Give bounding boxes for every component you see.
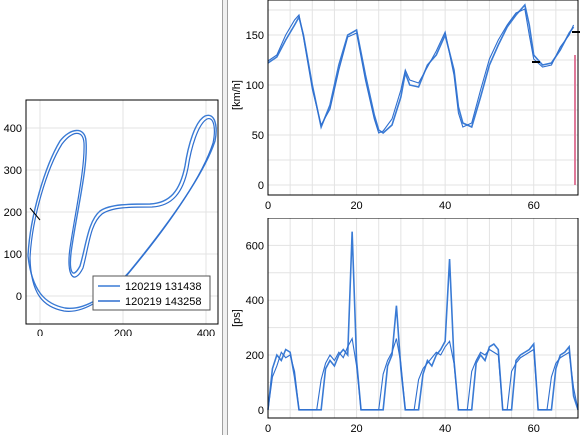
track-x-tick: 400 — [197, 328, 215, 336]
track-grid — [26, 100, 218, 324]
power-x-tick: 20 — [350, 423, 362, 435]
track-x-tick: 200 — [114, 328, 132, 336]
speed-x-tick: 40 — [439, 200, 451, 212]
track-map-panel: 400 300 200 100 0 0 200 400 120219 13143… — [0, 96, 222, 340]
panel-splitter[interactable] — [222, 0, 228, 435]
power-chart-panel: 600 400 200 0 0 20 40 60 [ps] — [228, 217, 580, 435]
power-y-tick: 0 — [258, 405, 264, 417]
power-series-group — [267, 231, 579, 411]
track-y-tick: 400 — [4, 123, 22, 135]
track-cursor — [29, 207, 41, 221]
power-series-1 — [267, 231, 579, 411]
track-y-tick: 0 — [16, 291, 22, 303]
power-grid — [267, 217, 579, 418]
legend-label-b: 120219 143258 — [125, 296, 201, 308]
speed-series-group — [267, 3, 575, 135]
speed-x-tick: 0 — [265, 200, 271, 212]
power-plot-frame — [267, 217, 579, 419]
track-y-tick: 300 — [4, 165, 22, 177]
speed-chart-panel: 150 100 50 0 0 20 40 60 [km/h] — [228, 0, 580, 212]
power-y-tick: 400 — [246, 295, 264, 307]
power-y-ticks: 600 400 200 0 — [246, 240, 264, 416]
speed-y-tick: 100 — [246, 80, 264, 92]
track-y-tick: 100 — [4, 249, 22, 261]
power-y-tick: 600 — [246, 240, 264, 252]
speed-series-2 — [267, 8, 575, 134]
power-x-tick: 40 — [439, 423, 451, 435]
speed-x-tick: 20 — [350, 200, 362, 212]
speed-y-tick: 0 — [258, 180, 264, 192]
track-x-tick: 0 — [37, 328, 43, 336]
speed-plot-frame — [267, 0, 579, 196]
track-legend: 120219 131438 120219 143258 — [92, 275, 211, 311]
speed-y-ticks: 150 100 50 0 — [246, 30, 264, 192]
speed-x-tick: 60 — [528, 200, 540, 212]
power-x-ticks: 0 20 40 60 — [265, 423, 540, 435]
legend-label-a: 120219 131438 — [125, 281, 201, 293]
power-x-tick: 60 — [528, 423, 540, 435]
track-map-chart[interactable]: 400 300 200 100 0 0 200 400 120219 13143… — [0, 96, 222, 340]
track-plot-frame — [25, 99, 219, 325]
speed-y-axis-label: [km/h] — [231, 80, 243, 110]
track-line-b — [29, 118, 215, 312]
track-y-tick: 200 — [4, 207, 22, 219]
speed-y-tick: 150 — [246, 30, 264, 42]
power-x-tick: 0 — [265, 423, 271, 435]
speed-x-ticks: 0 20 40 60 — [265, 200, 540, 212]
power-y-tick: 200 — [246, 350, 264, 362]
power-y-axis-label: [ps] — [231, 309, 243, 327]
power-series-2 — [267, 336, 579, 411]
power-chart[interactable]: 600 400 200 0 0 20 40 60 [ps] — [228, 217, 580, 435]
speed-chart[interactable]: 150 100 50 0 0 20 40 60 [km/h] — [228, 0, 580, 212]
speed-y-tick: 50 — [252, 130, 264, 142]
